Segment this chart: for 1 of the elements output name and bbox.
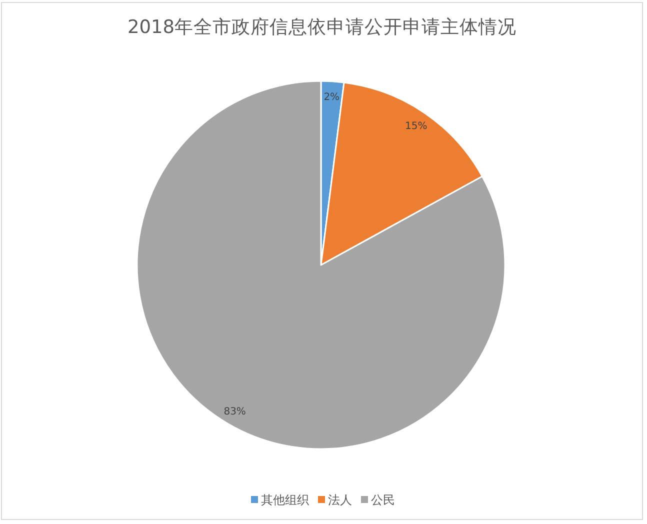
title: 2018年全市政府信息依申请公开申请主体情况 [127, 17, 517, 38]
